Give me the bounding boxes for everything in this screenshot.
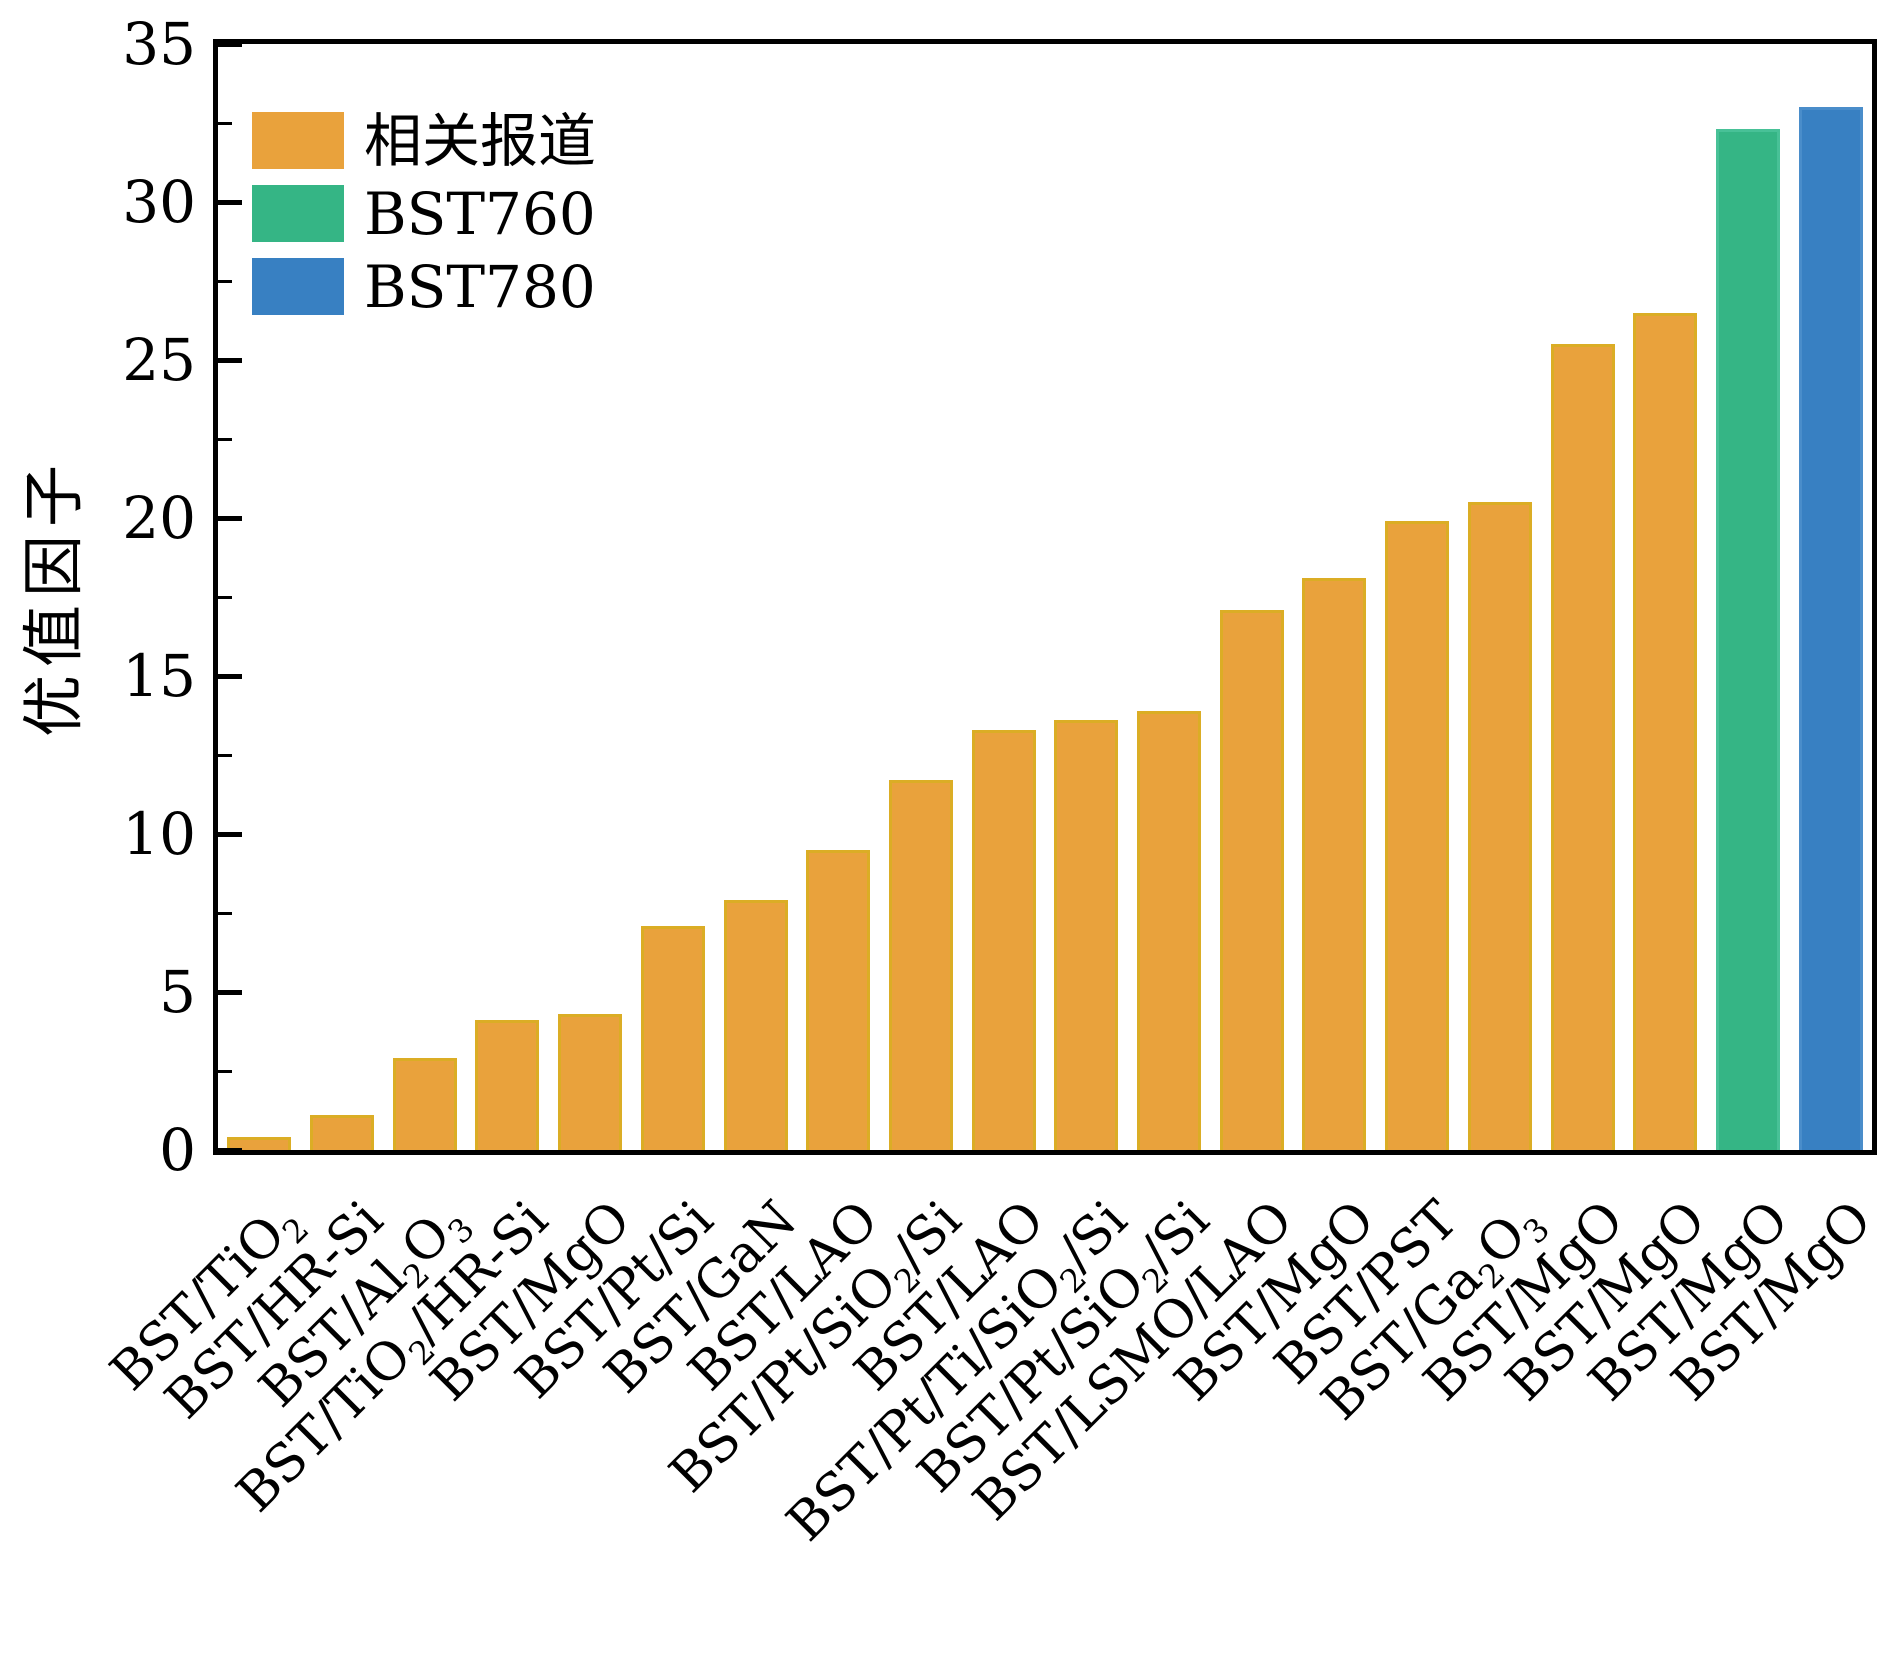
bar-9 bbox=[889, 780, 953, 1150]
y-tick-label-20: 20 bbox=[122, 484, 196, 552]
y-tick-label-5: 5 bbox=[159, 958, 196, 1026]
y-minor-tick bbox=[218, 1070, 232, 1073]
legend-row-3: BST780 bbox=[252, 252, 596, 321]
y-major-tick bbox=[218, 990, 242, 995]
bar-12 bbox=[1137, 711, 1201, 1150]
y-major-tick bbox=[218, 674, 242, 679]
plot-area bbox=[213, 39, 1877, 1155]
legend-swatch-2 bbox=[252, 185, 344, 242]
bar-14 bbox=[1302, 578, 1366, 1150]
y-minor-tick bbox=[218, 438, 232, 441]
y-minor-tick bbox=[218, 912, 232, 915]
y-major-tick bbox=[218, 832, 242, 837]
bar-2 bbox=[310, 1115, 374, 1150]
y-minor-tick bbox=[218, 754, 232, 757]
bar-10 bbox=[972, 730, 1036, 1150]
bar-4 bbox=[475, 1020, 539, 1150]
legend-label-1: 相关报道 bbox=[364, 106, 597, 175]
y-tick-label-0: 0 bbox=[159, 1116, 196, 1184]
bar-15 bbox=[1385, 521, 1449, 1150]
legend-label-2: BST760 bbox=[364, 179, 596, 248]
legend-row-1: 相关报道 bbox=[252, 106, 597, 175]
y-major-tick bbox=[218, 358, 242, 363]
bar-8 bbox=[806, 850, 870, 1150]
bar-1 bbox=[227, 1137, 291, 1150]
y-major-tick bbox=[218, 1148, 242, 1153]
bar-11 bbox=[1054, 720, 1118, 1150]
bar-7 bbox=[724, 900, 788, 1150]
y-major-tick bbox=[218, 516, 242, 521]
bar-6 bbox=[641, 926, 705, 1150]
y-tick-label-30: 30 bbox=[122, 168, 196, 236]
bar-17 bbox=[1551, 344, 1615, 1150]
y-major-tick bbox=[218, 42, 242, 47]
bar-13 bbox=[1220, 610, 1284, 1150]
bar-20 bbox=[1799, 107, 1863, 1150]
legend-label-3: BST780 bbox=[364, 252, 596, 321]
bar-16 bbox=[1468, 502, 1532, 1150]
legend-swatch-3 bbox=[252, 258, 344, 315]
y-minor-tick bbox=[218, 280, 232, 283]
y-tick-label-35: 35 bbox=[122, 10, 196, 78]
y-tick-label-25: 25 bbox=[122, 326, 196, 394]
y-minor-tick bbox=[218, 122, 232, 125]
bar-5 bbox=[558, 1014, 622, 1150]
y-tick-label-15: 15 bbox=[122, 642, 196, 710]
legend-row-2: BST760 bbox=[252, 179, 596, 248]
legend-swatch-1 bbox=[252, 112, 344, 169]
y-minor-tick bbox=[218, 596, 232, 599]
y-major-tick bbox=[218, 200, 242, 205]
y-tick-label-10: 10 bbox=[122, 800, 196, 868]
bar-18 bbox=[1633, 313, 1697, 1150]
bar-3 bbox=[393, 1058, 457, 1150]
bar-19 bbox=[1716, 129, 1780, 1150]
